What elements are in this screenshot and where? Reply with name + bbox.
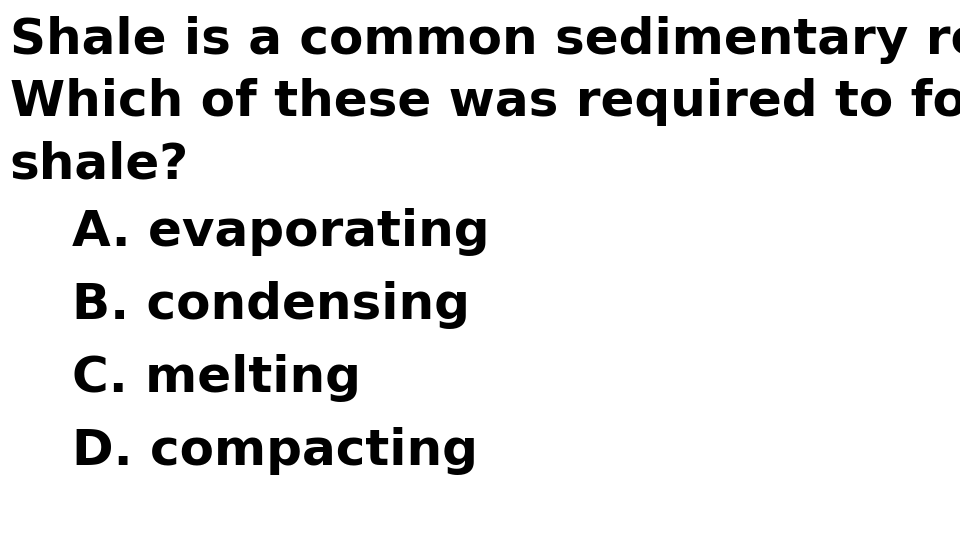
Text: C. melting: C. melting [72, 354, 361, 402]
Text: shale?: shale? [10, 140, 189, 188]
Text: D. compacting: D. compacting [72, 427, 478, 475]
Text: B. condensing: B. condensing [72, 281, 470, 329]
Text: A. evaporating: A. evaporating [72, 208, 490, 256]
Text: Which of these was required to form: Which of these was required to form [10, 78, 960, 126]
Text: Shale is a common sedimentary rock.: Shale is a common sedimentary rock. [10, 16, 960, 64]
